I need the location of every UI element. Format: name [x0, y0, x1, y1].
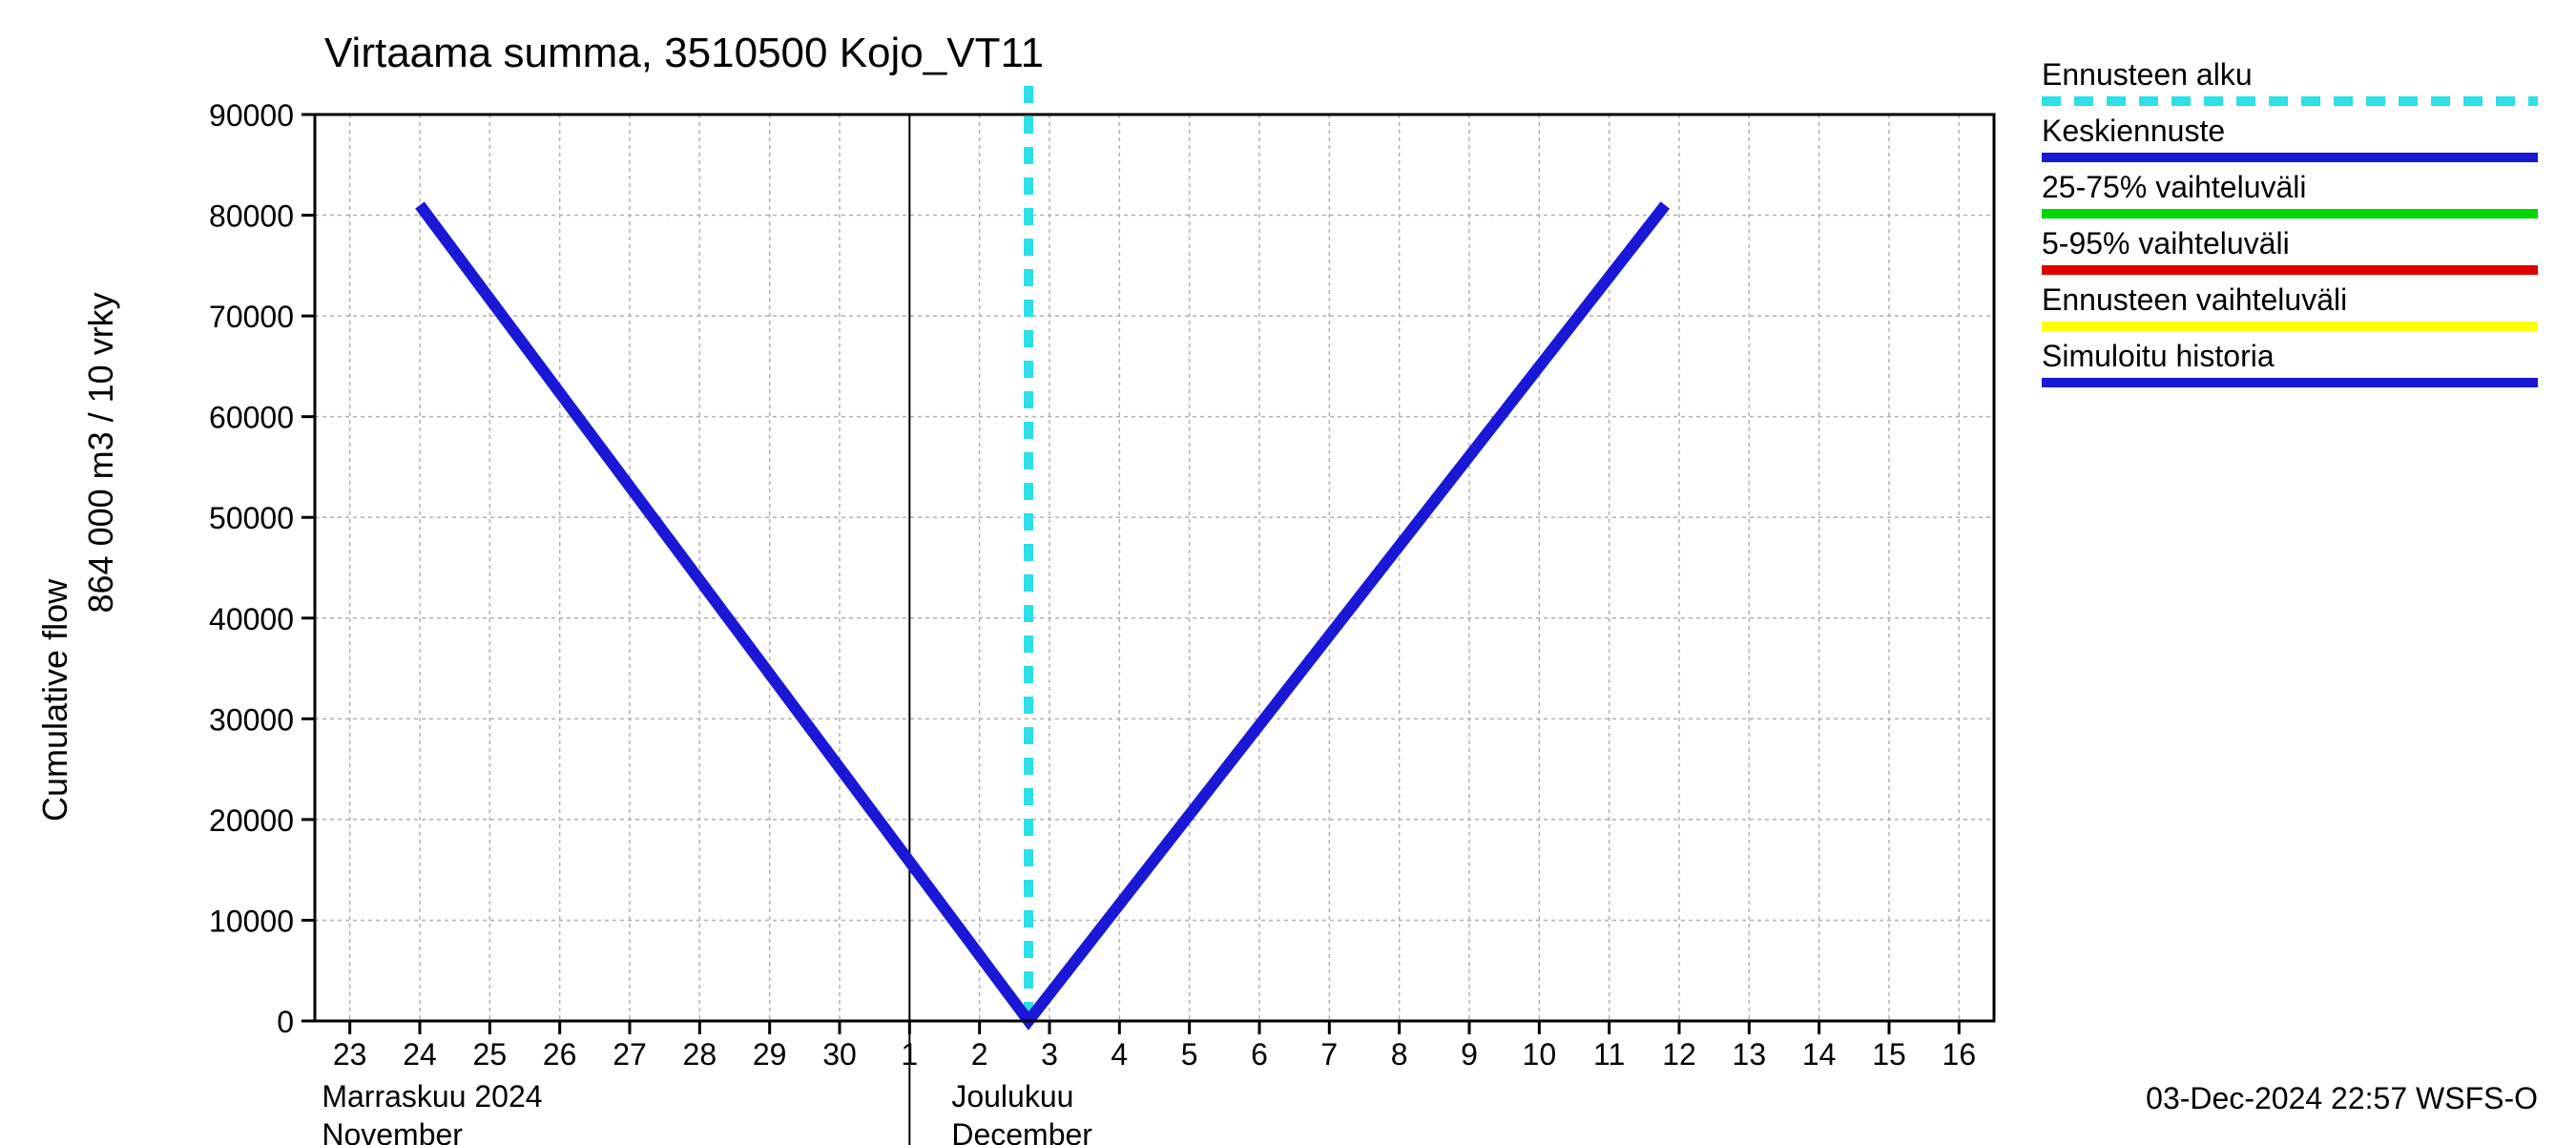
- x-tick-label: 8: [1391, 1037, 1408, 1072]
- timestamp: 03-Dec-2024 22:57 WSFS-O: [2146, 1081, 2538, 1116]
- legend-label: Simuloitu historia: [2042, 339, 2538, 374]
- x-tick-label: 13: [1733, 1037, 1767, 1072]
- y-axis-label: Cumulative flow: [35, 578, 74, 822]
- legend-label: Ennusteen vaihteluväli: [2042, 282, 2538, 318]
- y-axis-label: 864 000 m3 / 10 vrky: [81, 292, 120, 613]
- x-tick-label: 5: [1181, 1037, 1198, 1072]
- y-tick-label: 10000: [209, 904, 294, 938]
- x-tick-label: 25: [473, 1037, 508, 1072]
- y-tick-label: 50000: [209, 501, 294, 535]
- legend: Ennusteen alku Keskiennuste 25-75% vaihtel…: [2042, 57, 2538, 395]
- y-tick-label: 20000: [209, 803, 294, 838]
- x-tick-label: 6: [1251, 1037, 1268, 1072]
- x-tick-label: 10: [1523, 1037, 1557, 1072]
- legend-item: 5-95% vaihteluväli: [2042, 226, 2538, 277]
- chart-title: Virtaama summa, 3510500 Kojo_VT11: [324, 30, 1044, 76]
- x-tick-label: 11: [1593, 1037, 1625, 1072]
- x-tick-label: 28: [683, 1037, 717, 1072]
- legend-line: [2042, 94, 2538, 108]
- x-tick-label: 9: [1461, 1037, 1478, 1072]
- x-tick-label: 14: [1802, 1037, 1837, 1072]
- x-tick-label: 26: [543, 1037, 577, 1072]
- y-tick-label: 70000: [209, 300, 294, 334]
- y-tick-label: 90000: [209, 98, 294, 133]
- x-tick-label: 29: [753, 1037, 787, 1072]
- legend-label: Keskiennuste: [2042, 114, 2538, 149]
- y-tick-label: 80000: [209, 199, 294, 234]
- x-tick-label: 27: [613, 1037, 647, 1072]
- x-tick-label: 30: [822, 1037, 857, 1072]
- x-month-label: Joulukuu: [951, 1079, 1073, 1114]
- legend-line: [2042, 263, 2538, 277]
- x-tick-label: 3: [1041, 1037, 1058, 1072]
- x-month-label: December: [951, 1117, 1092, 1145]
- x-tick-label: 15: [1872, 1037, 1906, 1072]
- legend-label: 5-95% vaihteluväli: [2042, 226, 2538, 261]
- legend-label: 25-75% vaihteluväli: [2042, 170, 2538, 205]
- legend-line: [2042, 151, 2538, 164]
- legend-item: Ennusteen alku: [2042, 57, 2538, 108]
- legend-item: Keskiennuste: [2042, 114, 2538, 164]
- legend-label: Ennusteen alku: [2042, 57, 2538, 93]
- x-tick-label: 12: [1662, 1037, 1696, 1072]
- legend-item: Ennusteen vaihteluväli: [2042, 282, 2538, 333]
- legend-line: [2042, 207, 2538, 220]
- y-tick-label: 0: [277, 1005, 294, 1039]
- y-tick-label: 60000: [209, 401, 294, 435]
- legend-line: [2042, 320, 2538, 333]
- legend-line: [2042, 376, 2538, 389]
- x-tick-label: 1: [901, 1037, 918, 1072]
- y-tick-label: 30000: [209, 702, 294, 737]
- legend-item: Simuloitu historia: [2042, 339, 2538, 389]
- x-tick-label: 16: [1942, 1037, 1977, 1072]
- x-month-label: Marraskuu 2024: [322, 1079, 542, 1114]
- x-tick-label: 4: [1111, 1037, 1128, 1072]
- x-month-label: November: [322, 1117, 463, 1145]
- y-tick-label: 40000: [209, 602, 294, 636]
- legend-item: 25-75% vaihteluväli: [2042, 170, 2538, 220]
- x-tick-label: 24: [403, 1037, 437, 1072]
- x-tick-label: 2: [971, 1037, 988, 1072]
- x-tick-label: 7: [1320, 1037, 1338, 1072]
- x-tick-label: 23: [333, 1037, 367, 1072]
